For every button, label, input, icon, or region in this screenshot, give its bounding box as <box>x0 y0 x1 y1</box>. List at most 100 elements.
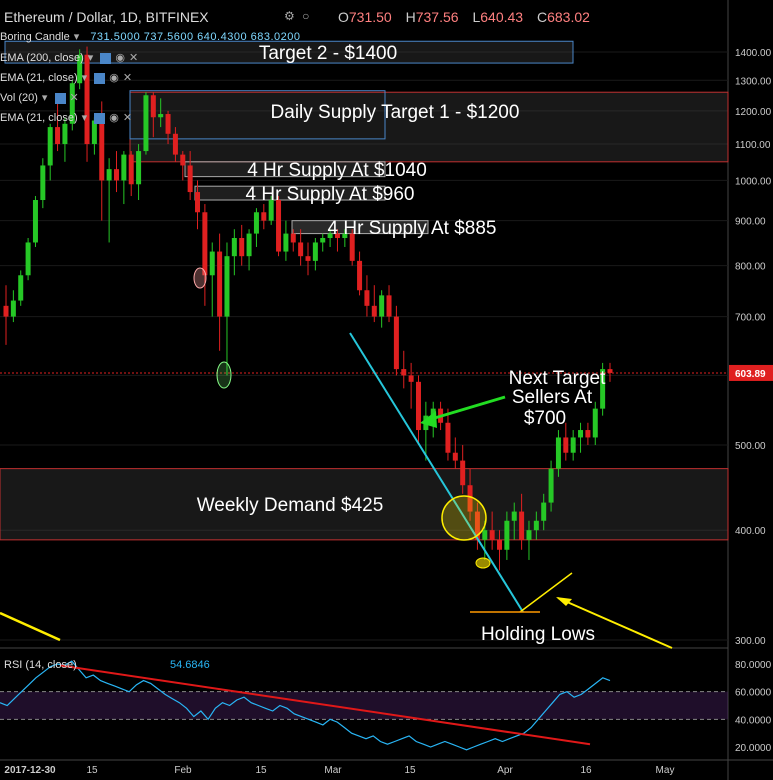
indicator-row-boring-candle[interactable]: Boring Candle ▾ 731.5000 737.5600 640.430… <box>0 30 301 43</box>
yellow-support-line <box>519 572 573 613</box>
zone-box <box>184 161 386 178</box>
candle-body <box>371 305 377 317</box>
indicator-row-vol[interactable]: Vol (20) ▾ ✕ <box>0 91 87 104</box>
candle-body <box>364 290 370 306</box>
green-arrow-shaft <box>427 395 506 422</box>
yellow-arrow-shaft <box>557 597 673 649</box>
highlight-ellipse-red <box>193 267 207 289</box>
candle-body <box>607 369 613 373</box>
price-tick-label: 1300.00 <box>735 76 772 87</box>
indicator-row-ema-21[interactable]: EMA (21, close) ▾ ◉ ✕ <box>0 71 140 84</box>
chart-header: Ethereum / Dollar, 1D, BITFINEX ⚙ ○ O731… <box>0 0 730 34</box>
candle-body <box>555 437 561 469</box>
candle-body <box>40 165 46 201</box>
candle-body <box>408 375 414 382</box>
time-tick-label: 15 <box>86 765 98 776</box>
rsi-tick-label: 40.0000 <box>735 715 772 726</box>
candle-body <box>150 95 156 118</box>
candle-body <box>393 316 399 370</box>
chevron-down-icon[interactable]: ▾ <box>87 52 94 64</box>
annotation-text: Next Target <box>509 368 607 389</box>
low-label: L <box>472 9 481 25</box>
high-label: H <box>405 9 416 25</box>
zone-label: 4 Hr Supply At $885 <box>328 218 497 239</box>
candle-body <box>334 233 340 239</box>
time-tick-label: May <box>656 765 675 776</box>
candle-body <box>158 114 164 118</box>
candle-body <box>548 468 554 503</box>
indicator-label: EMA (200, close) <box>0 52 84 64</box>
eye-icon[interactable]: ◉ <box>115 52 125 64</box>
zone-label: Weekly Demand $425 <box>197 495 384 516</box>
candle-body <box>474 511 480 540</box>
close-icon[interactable]: ✕ <box>128 52 139 64</box>
symbol-title[interactable]: Ethereum / Dollar, 1D, BITFINEX <box>4 9 209 25</box>
candle-body <box>69 83 75 124</box>
eye-icon[interactable]: ◉ <box>109 112 119 124</box>
settings-icon[interactable] <box>94 112 106 124</box>
candle-body <box>489 530 495 540</box>
candle-body <box>386 295 392 317</box>
candle-body <box>128 154 134 185</box>
candle-body <box>217 251 223 317</box>
low-value: 640.43 <box>480 9 524 25</box>
rsi-tick-label: 60.0000 <box>735 688 772 699</box>
candle-body <box>180 154 186 166</box>
last-price-label: 603.89 <box>735 369 766 380</box>
rsi-line <box>0 660 611 751</box>
time-tick-label: Mar <box>324 765 342 776</box>
candle-body <box>231 238 237 257</box>
time-tick-label: Feb <box>174 765 192 776</box>
eye-icon[interactable]: ◉ <box>109 72 119 84</box>
indicator-row-ema-21b[interactable]: EMA (21, close) ▾ ◉ ✕ <box>0 111 140 124</box>
chevron-down-icon[interactable]: ▾ <box>81 72 88 84</box>
green-arrow-head <box>420 411 437 428</box>
price-tick-label: 1400.00 <box>735 48 772 59</box>
rsi-value: 54.6846 <box>170 659 210 671</box>
candle-body <box>136 151 142 185</box>
chevron-down-icon[interactable]: ▾ <box>81 112 88 124</box>
candle-body <box>600 369 606 409</box>
close-icon[interactable]: ✕ <box>122 72 133 84</box>
settings-icon[interactable] <box>94 72 106 84</box>
candle-body <box>121 154 127 181</box>
header-tools[interactable]: ⚙ ○ <box>284 9 312 23</box>
chevron-down-icon[interactable]: ▾ <box>41 92 48 104</box>
indicator-row-ema-200[interactable]: EMA (200, close) ▾ ◉ ✕ <box>0 51 146 64</box>
candle-body <box>327 233 333 239</box>
candle-body <box>592 408 598 438</box>
candle-body <box>401 369 407 376</box>
candle-body <box>143 95 149 152</box>
candle-body <box>342 233 348 239</box>
time-tick-label: 15 <box>404 765 416 776</box>
time-tick-label: 16 <box>580 765 592 776</box>
candle-body <box>195 192 201 213</box>
rsi-tick-label: 80.0000 <box>735 660 772 671</box>
price-tick-label: 400.00 <box>735 526 766 537</box>
time-tick-label: 15 <box>255 765 267 776</box>
zone-box <box>194 185 386 201</box>
price-tick-label: 300.00 <box>735 636 766 647</box>
rsi-band <box>0 691 728 720</box>
candle-body <box>187 165 193 193</box>
zone-label: 4 Hr Supply At $1040 <box>247 160 427 181</box>
candle-body <box>526 530 532 540</box>
settings-icon[interactable] <box>54 92 66 104</box>
candle-body <box>570 437 576 453</box>
candle-body <box>165 114 171 134</box>
candle-body <box>563 437 569 453</box>
settings-icon[interactable] <box>100 52 112 64</box>
candle-body <box>533 520 539 531</box>
zone-box <box>0 468 729 541</box>
rsi-trendline <box>59 664 591 746</box>
chevron-down-icon[interactable]: ▾ <box>73 31 80 43</box>
candle-body <box>18 275 24 301</box>
close-icon[interactable]: ✕ <box>69 92 79 104</box>
candle-body <box>55 127 61 145</box>
candle-body <box>430 408 436 416</box>
yellow-arrow-head <box>556 597 572 606</box>
candle-body <box>504 520 510 550</box>
close-icon[interactable]: ✕ <box>122 112 133 124</box>
candle-body <box>415 381 421 431</box>
rsi-title: RSI (14, close) <box>4 659 77 671</box>
